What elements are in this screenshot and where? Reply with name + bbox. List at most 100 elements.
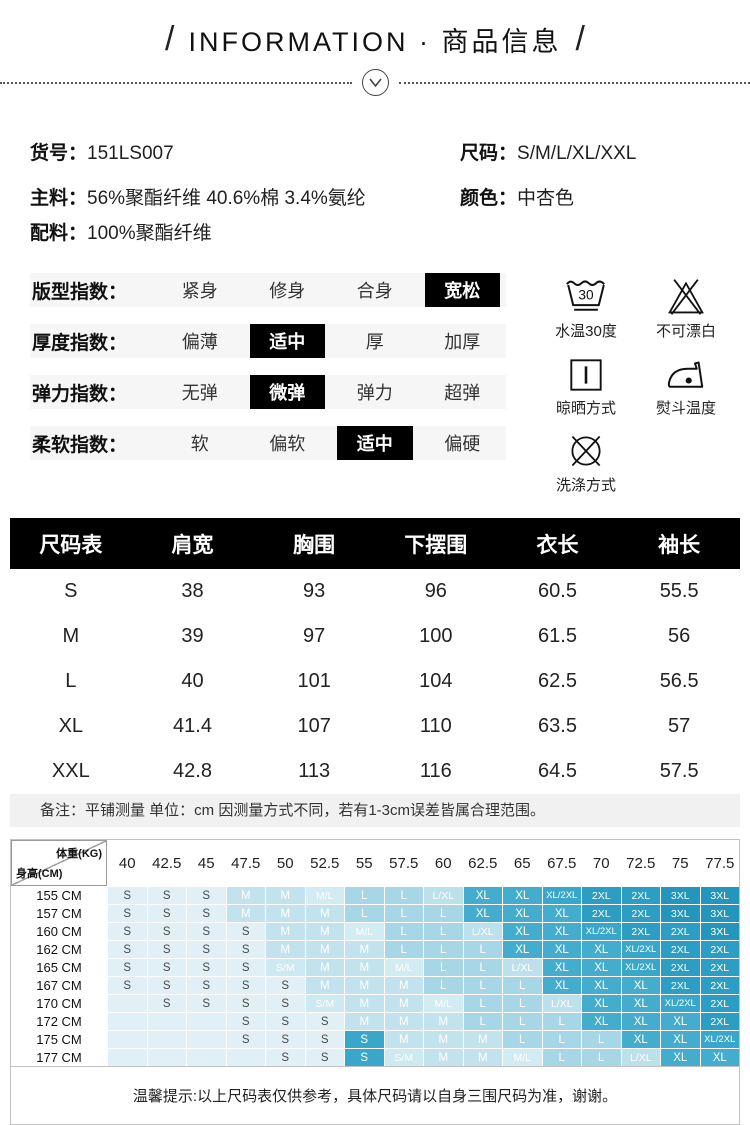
matrix-size-cell: M/L bbox=[306, 887, 345, 904]
matrix-size-cell: L bbox=[543, 1013, 582, 1030]
size-table-note: 备注：平铺测量 单位：cm 因测量方式不同，若有1-3cm误差皆属合理范围。 bbox=[10, 794, 740, 827]
matrix-height-label: 165 CM bbox=[11, 959, 107, 976]
size-table-size-label: XXL bbox=[10, 760, 132, 783]
matrix-size-cell: XL bbox=[661, 1049, 700, 1066]
matrix-size-cell: L bbox=[464, 1013, 503, 1030]
size-table-size-label: L bbox=[10, 670, 132, 693]
matrix-size-cell: M bbox=[227, 887, 266, 904]
size-table-value: 64.5 bbox=[497, 760, 619, 783]
index-option: 修身 bbox=[244, 273, 332, 307]
matrix-size-cell: L bbox=[424, 923, 463, 940]
matrix-cell-empty bbox=[187, 1031, 226, 1048]
matrix-size-cell: L bbox=[385, 905, 424, 922]
matrix-size-cell: S bbox=[345, 1049, 384, 1066]
matrix-size-cell: 2XL bbox=[661, 941, 700, 958]
matrix-size-cell: 2XL bbox=[622, 887, 661, 904]
matrix-size-cell: S bbox=[108, 959, 147, 976]
size-table-value: 41.4 bbox=[132, 715, 254, 738]
product-attribute-row: 货号：151LS007 bbox=[30, 140, 460, 168]
matrix-size-cell: S bbox=[266, 1049, 305, 1066]
matrix-size-cell: S bbox=[108, 887, 147, 904]
matrix-size-cell: XL bbox=[661, 1013, 700, 1030]
size-table-value: 42.8 bbox=[132, 760, 254, 783]
matrix-size-cell: XL/2XL bbox=[543, 887, 582, 904]
matrix-size-cell: M bbox=[266, 887, 305, 904]
matrix-size-cell: XL bbox=[622, 995, 661, 1012]
matrix-size-cell: L bbox=[582, 1049, 621, 1066]
matrix-height-label: 177 CM bbox=[11, 1049, 107, 1066]
matrix-height-label: 157 CM bbox=[11, 905, 107, 922]
size-table-value: 57 bbox=[618, 715, 740, 738]
matrix-size-cell: XL/2XL bbox=[661, 995, 700, 1012]
matrix-size-cell: L bbox=[385, 923, 424, 940]
index-option-selected: 宽松 bbox=[425, 273, 501, 307]
matrix-size-cell: L bbox=[503, 1031, 542, 1048]
matrix-weight-header: 65 bbox=[503, 840, 542, 886]
size-table-value: 96 bbox=[375, 580, 497, 603]
matrix-weight-header: 62.5 bbox=[464, 840, 503, 886]
iron-temp-icon bbox=[664, 350, 708, 394]
size-table-value: 113 bbox=[253, 760, 375, 783]
matrix-size-cell: XL bbox=[543, 923, 582, 940]
matrix-size-cell: S bbox=[227, 941, 266, 958]
matrix-weight-header: 72.5 bbox=[622, 840, 661, 886]
matrix-size-cell: XL bbox=[582, 941, 621, 958]
matrix-height-label: 155 CM bbox=[11, 887, 107, 904]
size-table-column-header: 尺码表 bbox=[10, 529, 132, 559]
matrix-cell-empty bbox=[227, 1049, 266, 1066]
care-label: 洗涤方式 bbox=[556, 474, 616, 495]
matrix-weight-header: 70 bbox=[582, 840, 621, 886]
matrix-size-cell: L bbox=[582, 1031, 621, 1048]
matrix-size-cell: L bbox=[385, 887, 424, 904]
matrix-weight-header: 60 bbox=[424, 840, 463, 886]
care-instruction: 晾晒方式 bbox=[536, 350, 636, 418]
matrix-size-cell: S bbox=[187, 887, 226, 904]
matrix-size-cell: L/XL bbox=[464, 923, 503, 940]
matrix-size-cell: M bbox=[345, 977, 384, 994]
matrix-size-cell: M bbox=[464, 1031, 503, 1048]
matrix-size-cell: S/M bbox=[266, 959, 305, 976]
matrix-cell-empty bbox=[148, 1031, 187, 1048]
matrix-size-cell: S bbox=[227, 959, 266, 976]
care-instruction: 不可漂白 bbox=[636, 273, 736, 341]
size-table-value: 40 bbox=[132, 670, 254, 693]
matrix-size-cell: S bbox=[266, 1031, 305, 1048]
matrix-size-cell: 2XL bbox=[661, 923, 700, 940]
matrix-size-cell: L bbox=[464, 941, 503, 958]
size-table-value: 104 bbox=[375, 670, 497, 693]
matrix-size-cell: L/XL bbox=[424, 887, 463, 904]
matrix-size-cell: XL bbox=[503, 905, 542, 922]
care-instruction: 熨斗温度 bbox=[636, 350, 736, 418]
dotted-line bbox=[399, 82, 750, 84]
size-table-value: 100 bbox=[375, 625, 497, 648]
matrix-size-cell: L bbox=[543, 1031, 582, 1048]
size-matrix-footer-note: 温馨提示:以上尺码表仅供参考，具体尺码请以自身三围尺码为准，谢谢。 bbox=[11, 1066, 739, 1124]
page-title: INFORMATION · 商品信息 bbox=[189, 20, 562, 59]
matrix-size-cell: L bbox=[543, 1049, 582, 1066]
matrix-size-cell: XL bbox=[543, 977, 582, 994]
matrix-size-cell: M bbox=[345, 1013, 384, 1030]
matrix-size-cell: S bbox=[227, 1013, 266, 1030]
matrix-size-cell: S bbox=[187, 977, 226, 994]
matrix-size-cell: 3XL bbox=[701, 905, 740, 922]
matrix-size-cell: XL bbox=[503, 941, 542, 958]
matrix-size-cell: L bbox=[464, 995, 503, 1012]
matrix-height-label: 170 CM bbox=[11, 995, 107, 1012]
matrix-size-cell: M bbox=[266, 941, 305, 958]
matrix-height-label: 160 CM bbox=[11, 923, 107, 940]
matrix-size-cell: M bbox=[424, 1049, 463, 1066]
matrix-size-cell: L bbox=[464, 959, 503, 976]
matrix-size-cell: XL/2XL bbox=[622, 941, 661, 958]
wash-method-icon bbox=[564, 427, 608, 471]
matrix-size-cell: S bbox=[187, 941, 226, 958]
matrix-weight-header: 45 bbox=[187, 840, 226, 886]
size-table-value: 56 bbox=[618, 625, 740, 648]
matrix-size-cell: S bbox=[227, 977, 266, 994]
matrix-weight-header: 42.5 bbox=[148, 840, 187, 886]
matrix-size-cell: M bbox=[385, 977, 424, 994]
